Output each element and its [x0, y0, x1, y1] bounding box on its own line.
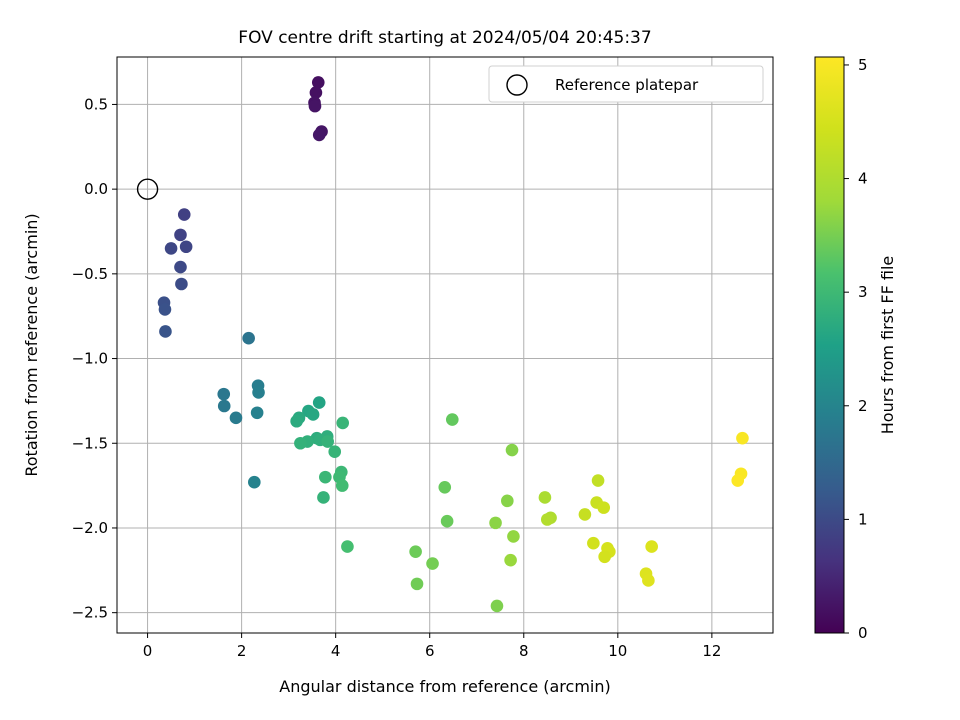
colorbar-tick-label: 3 — [858, 283, 868, 301]
x-axis-label: Angular distance from reference (arcmin) — [279, 677, 610, 696]
data-point — [229, 411, 243, 425]
data-point — [489, 516, 502, 530]
data-point — [312, 396, 326, 409]
data-point — [645, 540, 658, 553]
y-tick-label: −0.5 — [72, 265, 108, 283]
x-tick-label: 10 — [608, 642, 627, 660]
data-point — [335, 479, 349, 492]
data-point — [438, 481, 452, 494]
data-point — [248, 475, 261, 489]
colorbar — [814, 56, 845, 634]
data-point — [736, 431, 749, 445]
data-point — [490, 599, 504, 613]
chart-title: FOV centre drift starting at 2024/05/04 … — [238, 28, 651, 48]
data-point — [217, 387, 231, 401]
y-tick-label: −1.5 — [72, 434, 108, 452]
y-axis-label: Rotation from reference (arcmin) — [22, 213, 41, 476]
data-point — [341, 540, 354, 553]
data-point — [504, 553, 517, 567]
data-point — [440, 514, 454, 528]
data-point — [597, 501, 611, 514]
plot-frame — [116, 56, 774, 634]
colorbar-label: Hours from first FF file — [878, 256, 897, 435]
y-tick-label: 0.5 — [84, 95, 108, 113]
data-point — [501, 494, 514, 508]
y-tick-label: −1.0 — [72, 350, 108, 368]
colorbar-tick-label: 1 — [858, 510, 868, 528]
data-point — [252, 386, 265, 399]
reference-platepar-marker — [136, 178, 159, 200]
data-point — [578, 508, 592, 521]
y-tick-label: −2.0 — [72, 519, 108, 537]
data-point — [306, 408, 320, 421]
colorbar-ticks: 0 1 2 3 4 5 — [844, 56, 868, 642]
colorbar-tick-label: 5 — [858, 56, 868, 74]
y-tick-label: −2.5 — [72, 604, 108, 622]
data-point — [309, 86, 323, 99]
data-point — [179, 240, 193, 254]
data-point — [507, 530, 520, 543]
data-point — [312, 128, 326, 142]
data-point — [317, 491, 330, 504]
data-point — [242, 331, 255, 345]
data-point — [174, 260, 187, 274]
colorbar-tick-label: 0 — [858, 624, 868, 642]
data-point — [159, 325, 172, 338]
data-point — [177, 208, 191, 221]
data-point — [336, 416, 350, 430]
data-point — [158, 303, 172, 316]
x-tick-label: 6 — [425, 642, 435, 660]
grid-lines — [117, 57, 773, 633]
data-point — [164, 242, 178, 255]
data-point — [308, 99, 322, 113]
data-point — [642, 574, 655, 587]
data-point — [250, 406, 264, 420]
data-point — [319, 470, 332, 484]
legend-box — [488, 65, 764, 103]
data-point — [598, 550, 611, 564]
legend-label: Reference platepar — [555, 76, 699, 94]
legend-marker-icon — [506, 74, 528, 96]
data-point — [505, 443, 519, 457]
x-axis-ticks: 0 2 4 6 8 10 12 — [143, 633, 721, 660]
data-point — [175, 277, 188, 291]
data-point — [294, 436, 307, 450]
x-tick-label: 8 — [519, 642, 529, 660]
data-points — [157, 76, 749, 613]
x-tick-label: 2 — [237, 642, 247, 660]
y-axis-ticks: 0.5 0.0 −0.5 −1.0 −1.5 −2.0 −2.5 — [72, 95, 117, 622]
colorbar-tick-label: 4 — [858, 170, 868, 188]
x-tick-label: 12 — [702, 642, 721, 660]
data-point — [445, 413, 459, 426]
colorbar-tick-label: 2 — [858, 397, 868, 415]
data-point — [321, 435, 334, 448]
data-point — [591, 474, 605, 487]
x-tick-label: 4 — [331, 642, 341, 660]
data-point — [217, 399, 231, 413]
data-point — [540, 513, 554, 526]
data-point — [538, 491, 552, 504]
data-point — [174, 228, 187, 242]
data-point — [426, 557, 439, 570]
x-tick-label: 0 — [143, 642, 153, 660]
data-point — [409, 545, 422, 558]
data-point — [290, 414, 303, 428]
data-point — [410, 577, 424, 591]
data-point — [328, 445, 342, 459]
y-tick-label: 0.0 — [84, 180, 108, 198]
data-point — [311, 76, 325, 89]
data-point — [731, 474, 745, 487]
data-point — [587, 536, 600, 550]
legend: Reference platepar — [488, 65, 764, 103]
